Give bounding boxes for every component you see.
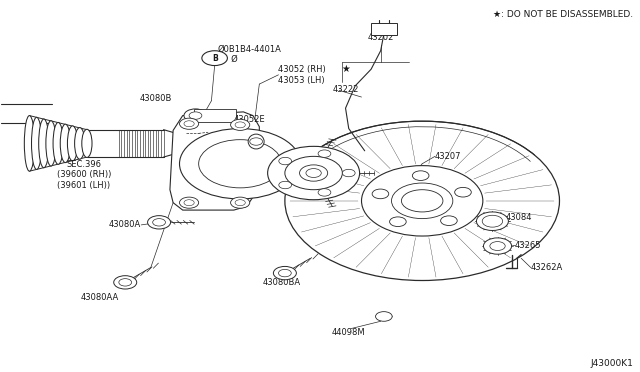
Circle shape [300,165,328,181]
Circle shape [273,266,296,280]
Circle shape [230,119,250,131]
Circle shape [179,197,198,208]
Text: 43080B: 43080B [140,94,172,103]
Circle shape [153,219,166,226]
Ellipse shape [82,129,92,157]
Text: 43052 (RH)
43053 (LH): 43052 (RH) 43053 (LH) [278,65,326,84]
Ellipse shape [75,128,85,159]
Ellipse shape [60,124,70,163]
Circle shape [119,279,132,286]
Ellipse shape [31,117,42,170]
Circle shape [412,171,429,180]
Text: 43052E: 43052E [234,115,266,124]
Ellipse shape [46,121,56,166]
Text: Ø0B1B4-4401A
     Ø: Ø0B1B4-4401A Ø [218,45,282,64]
Circle shape [148,216,171,229]
Circle shape [184,200,194,206]
Text: 44098M: 44098M [332,328,365,337]
Text: 43080BA: 43080BA [262,278,301,287]
Circle shape [279,181,292,189]
Circle shape [490,241,505,250]
Circle shape [482,215,502,227]
Circle shape [268,146,360,200]
Circle shape [285,156,342,190]
Circle shape [189,112,202,119]
FancyBboxPatch shape [193,109,236,122]
Circle shape [279,157,292,165]
Ellipse shape [24,116,35,171]
Ellipse shape [67,126,77,161]
Text: ★: DO NOT BE DISASSEMBLED.: ★: DO NOT BE DISASSEMBLED. [493,10,633,19]
Text: ★: ★ [341,64,350,74]
Circle shape [390,217,406,227]
Circle shape [179,129,301,199]
Circle shape [376,312,392,321]
Text: 43207: 43207 [435,152,461,161]
Circle shape [184,109,207,122]
Circle shape [114,276,137,289]
Text: 43265: 43265 [515,241,541,250]
Circle shape [202,51,227,65]
Text: 43202: 43202 [367,33,394,42]
Circle shape [318,189,331,196]
Polygon shape [170,112,259,210]
Text: J43000K1: J43000K1 [590,359,633,368]
Circle shape [454,187,471,197]
Circle shape [440,216,457,225]
Ellipse shape [53,122,63,164]
Ellipse shape [248,134,264,149]
FancyBboxPatch shape [371,23,397,35]
Circle shape [476,212,508,231]
Circle shape [392,183,453,219]
Text: SEC.396
(39600 (RH))
(39601 (LH)): SEC.396 (39600 (RH)) (39601 (LH)) [56,160,111,190]
Circle shape [483,238,511,254]
Circle shape [318,150,331,157]
Text: 43084: 43084 [505,213,532,222]
Circle shape [235,122,245,128]
Circle shape [342,169,355,177]
Circle shape [184,121,194,127]
Text: B: B [212,54,218,62]
Circle shape [198,140,282,188]
Circle shape [235,200,245,206]
Text: 43262A: 43262A [531,263,563,272]
Text: 43080AA: 43080AA [81,293,119,302]
Circle shape [285,121,559,280]
Circle shape [372,189,388,199]
Circle shape [278,269,291,277]
Circle shape [250,138,262,145]
Text: 43080A: 43080A [109,221,141,230]
Circle shape [179,118,198,129]
Text: 43222: 43222 [333,85,359,94]
Circle shape [306,169,321,177]
Ellipse shape [38,119,49,168]
Circle shape [230,197,250,208]
Ellipse shape [401,190,443,212]
Circle shape [362,166,483,236]
